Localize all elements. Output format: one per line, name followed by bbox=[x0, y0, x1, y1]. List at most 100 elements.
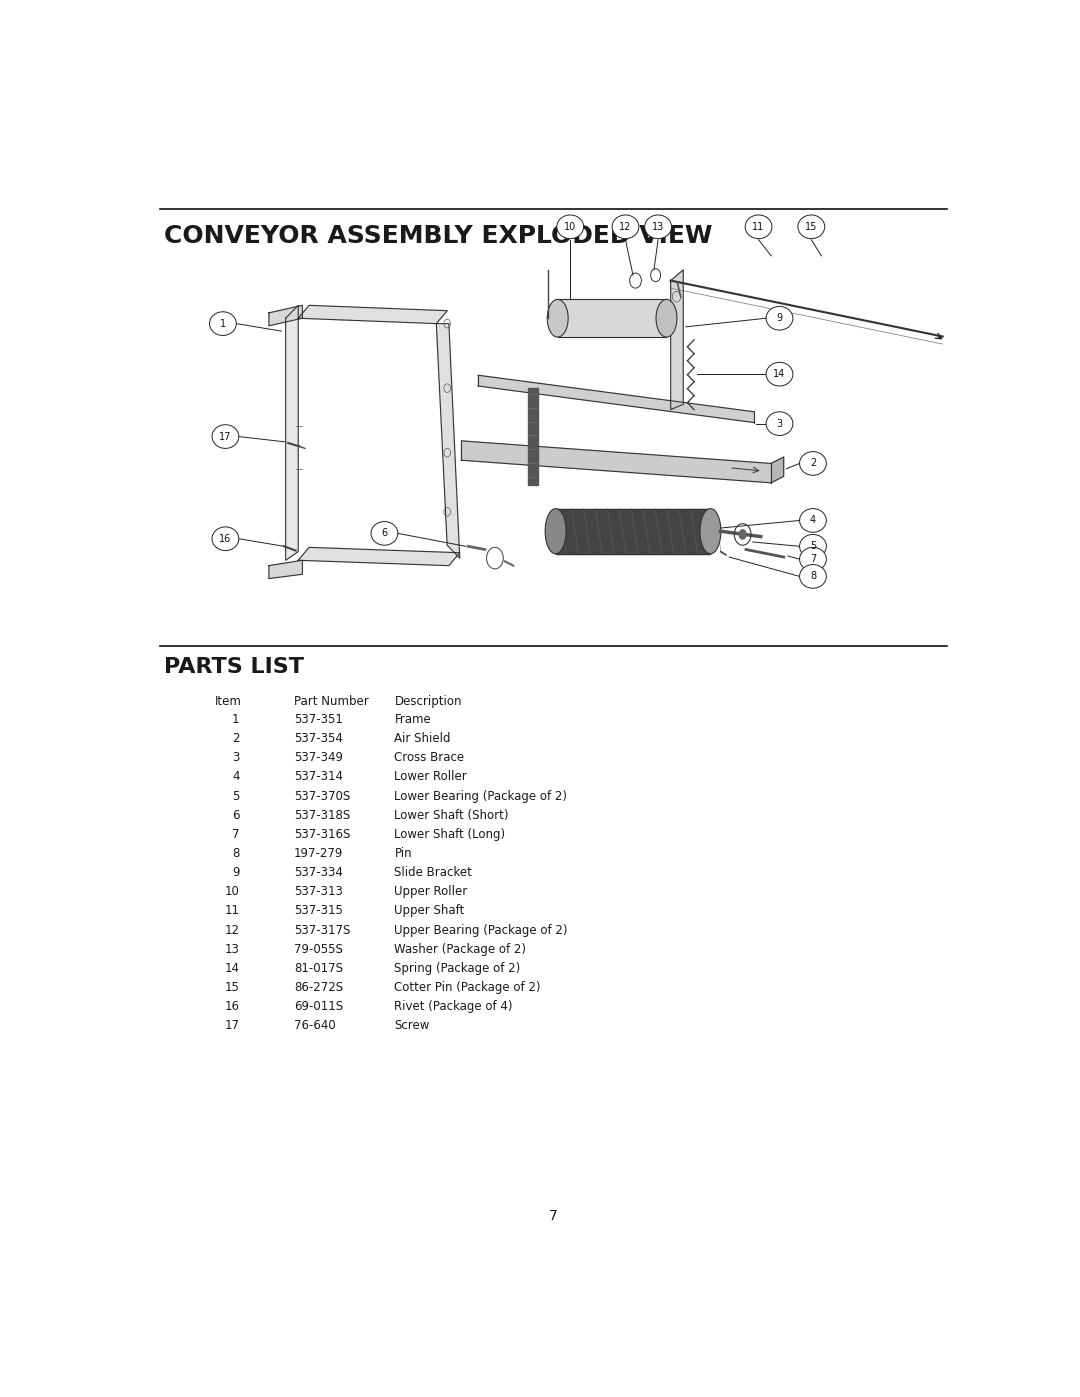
Text: Screw: Screw bbox=[394, 1020, 430, 1032]
Ellipse shape bbox=[645, 215, 672, 239]
Text: 1: 1 bbox=[220, 319, 226, 328]
Polygon shape bbox=[269, 560, 302, 578]
Text: Upper Roller: Upper Roller bbox=[394, 886, 468, 898]
Ellipse shape bbox=[612, 215, 639, 239]
Text: 13: 13 bbox=[652, 222, 664, 232]
Polygon shape bbox=[555, 509, 711, 553]
Text: CONVEYOR ASSEMBLY EXPLODED VIEW: CONVEYOR ASSEMBLY EXPLODED VIEW bbox=[164, 224, 713, 247]
Text: 5: 5 bbox=[810, 541, 816, 552]
Text: 537-354: 537-354 bbox=[294, 732, 343, 745]
Ellipse shape bbox=[548, 299, 568, 337]
Text: 1: 1 bbox=[232, 712, 240, 726]
Text: Spring (Package of 2): Spring (Package of 2) bbox=[394, 963, 521, 975]
Text: 6: 6 bbox=[381, 528, 388, 538]
Polygon shape bbox=[269, 306, 302, 326]
Ellipse shape bbox=[766, 412, 793, 436]
Ellipse shape bbox=[745, 215, 772, 239]
Text: 197-279: 197-279 bbox=[294, 847, 343, 861]
Text: 11: 11 bbox=[225, 904, 240, 918]
Text: 13: 13 bbox=[225, 943, 240, 956]
Text: 10: 10 bbox=[564, 222, 577, 232]
Text: 9: 9 bbox=[777, 313, 783, 323]
Text: Lower Roller: Lower Roller bbox=[394, 771, 468, 784]
Polygon shape bbox=[298, 306, 447, 324]
Ellipse shape bbox=[799, 509, 826, 532]
Text: 81-017S: 81-017S bbox=[294, 963, 343, 975]
Text: 537-334: 537-334 bbox=[294, 866, 343, 879]
Text: Lower Bearing (Package of 2): Lower Bearing (Package of 2) bbox=[394, 789, 567, 803]
Ellipse shape bbox=[799, 451, 826, 475]
Text: 5: 5 bbox=[232, 789, 240, 803]
Polygon shape bbox=[528, 388, 539, 485]
Text: 537-351: 537-351 bbox=[294, 712, 343, 726]
Polygon shape bbox=[285, 306, 298, 560]
Polygon shape bbox=[671, 270, 684, 409]
Text: 537-349: 537-349 bbox=[294, 752, 343, 764]
Ellipse shape bbox=[372, 521, 397, 545]
Text: 2: 2 bbox=[232, 732, 240, 745]
Ellipse shape bbox=[210, 312, 237, 335]
Polygon shape bbox=[478, 376, 754, 422]
Text: 7: 7 bbox=[549, 1210, 558, 1224]
Text: Slide Bracket: Slide Bracket bbox=[394, 866, 472, 879]
Text: 7: 7 bbox=[810, 555, 816, 564]
Text: 537-318S: 537-318S bbox=[294, 809, 350, 821]
Text: 86-272S: 86-272S bbox=[294, 981, 343, 995]
Text: 4: 4 bbox=[232, 771, 240, 784]
Ellipse shape bbox=[700, 509, 721, 553]
Text: 3: 3 bbox=[777, 419, 783, 429]
Text: 6: 6 bbox=[232, 809, 240, 821]
Text: 12: 12 bbox=[225, 923, 240, 936]
Text: Cotter Pin (Package of 2): Cotter Pin (Package of 2) bbox=[394, 981, 541, 995]
Text: 537-314: 537-314 bbox=[294, 771, 343, 784]
Text: Upper Shaft: Upper Shaft bbox=[394, 904, 464, 918]
Ellipse shape bbox=[799, 535, 826, 559]
Text: 3: 3 bbox=[232, 752, 240, 764]
Ellipse shape bbox=[799, 564, 826, 588]
Text: Lower Shaft (Long): Lower Shaft (Long) bbox=[394, 828, 505, 841]
Text: 69-011S: 69-011S bbox=[294, 1000, 343, 1013]
Text: 8: 8 bbox=[810, 571, 816, 581]
Text: 15: 15 bbox=[225, 981, 240, 995]
Text: Item: Item bbox=[215, 694, 242, 708]
Text: Washer (Package of 2): Washer (Package of 2) bbox=[394, 943, 526, 956]
Text: 537-316S: 537-316S bbox=[294, 828, 350, 841]
Text: 7: 7 bbox=[232, 828, 240, 841]
Text: Description: Description bbox=[394, 694, 462, 708]
Text: Cross Brace: Cross Brace bbox=[394, 752, 464, 764]
Ellipse shape bbox=[212, 425, 239, 448]
Text: 16: 16 bbox=[225, 1000, 240, 1013]
Text: 2: 2 bbox=[810, 458, 816, 468]
Text: 537-370S: 537-370S bbox=[294, 789, 350, 803]
Text: Lower Shaft (Short): Lower Shaft (Short) bbox=[394, 809, 509, 821]
Text: Part Number: Part Number bbox=[294, 694, 368, 708]
Text: 537-317S: 537-317S bbox=[294, 923, 350, 936]
Text: 14: 14 bbox=[773, 369, 785, 379]
Polygon shape bbox=[461, 441, 771, 483]
Polygon shape bbox=[771, 457, 784, 483]
Text: 4: 4 bbox=[810, 515, 816, 525]
Text: 17: 17 bbox=[225, 1020, 240, 1032]
Ellipse shape bbox=[766, 306, 793, 330]
Text: Rivet (Package of 4): Rivet (Package of 4) bbox=[394, 1000, 513, 1013]
Text: 537-315: 537-315 bbox=[294, 904, 343, 918]
Text: 12: 12 bbox=[619, 222, 632, 232]
Text: PARTS LIST: PARTS LIST bbox=[164, 657, 305, 678]
Text: Pin: Pin bbox=[394, 847, 413, 861]
Text: 11: 11 bbox=[753, 222, 765, 232]
Ellipse shape bbox=[656, 299, 677, 337]
Ellipse shape bbox=[545, 509, 566, 553]
Ellipse shape bbox=[212, 527, 239, 550]
Ellipse shape bbox=[798, 215, 825, 239]
Text: 17: 17 bbox=[219, 432, 231, 441]
Text: 79-055S: 79-055S bbox=[294, 943, 343, 956]
Text: Frame: Frame bbox=[394, 712, 431, 726]
Text: Air Shield: Air Shield bbox=[394, 732, 451, 745]
Text: Upper Bearing (Package of 2): Upper Bearing (Package of 2) bbox=[394, 923, 568, 936]
Polygon shape bbox=[298, 548, 460, 566]
Text: 10: 10 bbox=[225, 886, 240, 898]
Ellipse shape bbox=[766, 362, 793, 386]
Polygon shape bbox=[557, 299, 666, 337]
Text: 16: 16 bbox=[219, 534, 231, 543]
Text: 537-313: 537-313 bbox=[294, 886, 343, 898]
